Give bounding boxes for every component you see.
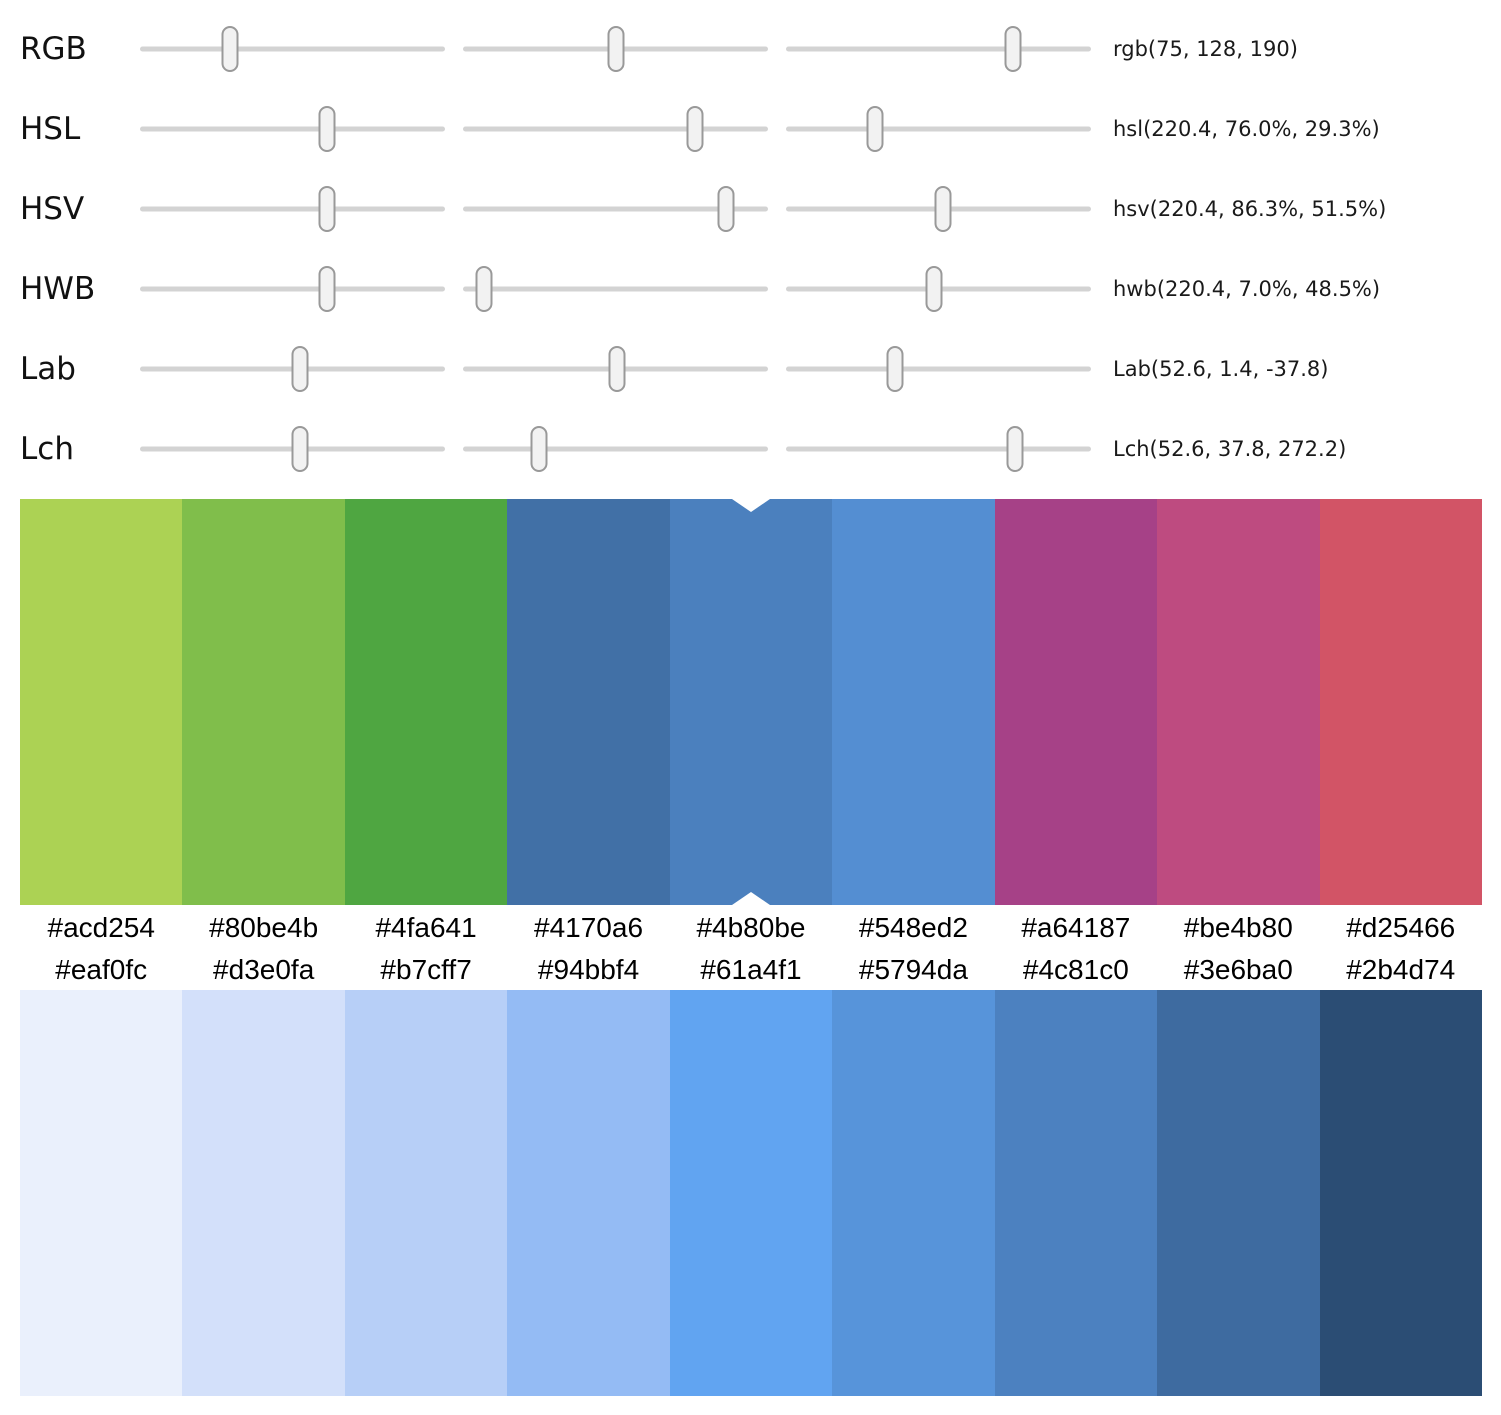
slider-track-hsl-0[interactable] xyxy=(140,126,445,132)
diverging-scale-hex-label-8: #d25466 xyxy=(1346,911,1456,943)
sequential-blue-scale-hex-label-0: #eaf0fc xyxy=(55,954,148,985)
color-value-readout-hsv: hsv(220.4, 86.3%, 51.5%) xyxy=(1113,197,1387,221)
diverging-scale-hex-label-4: #4b80be xyxy=(696,911,806,943)
sequential-blue-scale-hex-label-2: #b7cff7 xyxy=(380,954,472,985)
slider-track-hsv-1[interactable] xyxy=(463,206,768,212)
diverging-scale-swatch-5[interactable] xyxy=(832,499,995,905)
diverging-scale-swatch-8[interactable] xyxy=(1319,499,1482,905)
diverging-scale-hex-label-5: #548ed2 xyxy=(858,911,968,943)
color-value-readout-lch: Lch(52.6, 37.8, 272.2) xyxy=(1113,437,1347,461)
diverging-scale-swatch-3[interactable] xyxy=(507,499,670,905)
diverging-hex-labels: #acd254 #80be4b #4fa641 #4170a6 #4b80be #548e… xyxy=(20,905,1482,950)
slider-handle-lab-0[interactable] xyxy=(291,346,309,392)
slider-row-hwb: HWB hwb(220.4, 7.0%, 48.5%) xyxy=(20,249,1501,329)
color-value-readout-rgb: rgb(75, 128, 190) xyxy=(1113,37,1298,61)
slider-handle-lab-1[interactable] xyxy=(608,346,626,392)
diverging-scale-hex-label-7: #be4b80 xyxy=(1183,911,1293,943)
diverging-scale-swatch-4[interactable] xyxy=(669,499,833,905)
diverging-scale-hex-label-0: #acd254 xyxy=(47,911,155,943)
sequential-blue-scale-hex-label-8: #2b4d74 xyxy=(1346,954,1456,985)
slider-handle-rgb-1[interactable] xyxy=(607,26,625,72)
slider-row-rgb: RGB rgb(75, 128, 190) xyxy=(20,9,1501,89)
colorspace-label-hsl: HSL xyxy=(20,111,81,147)
slider-handle-hsl-0[interactable] xyxy=(318,106,336,152)
sequential-blue-scale-swatch-6[interactable] xyxy=(994,990,1158,1396)
slider-track-lch-2[interactable] xyxy=(786,446,1091,452)
sequential-blue-scale-swatch-8[interactable] xyxy=(1319,990,1482,1396)
sequential-blue-scale-swatch-2[interactable] xyxy=(344,990,508,1396)
slider-track-hsv-0[interactable] xyxy=(140,206,445,212)
diverging-scale-swatch-1[interactable] xyxy=(182,499,345,905)
diverging-scale-swatch-6[interactable] xyxy=(994,499,1158,905)
slider-handle-hwb-2[interactable] xyxy=(925,266,943,312)
sequential-hex-labels: #eaf0fc #d3e0fa #b7cff7 #94bbf4 #61a4f1 #5794… xyxy=(20,950,1482,990)
slider-handle-lch-0[interactable] xyxy=(291,426,309,472)
slider-track-hwb-0[interactable] xyxy=(140,286,445,292)
colorspace-label-hsv: HSV xyxy=(20,191,85,227)
slider-track-rgb-0[interactable] xyxy=(140,46,445,52)
diverging-scale-swatch-7[interactable] xyxy=(1157,499,1320,905)
diverging-scale-hex-label-6: #a64187 xyxy=(1021,911,1131,943)
sequential-blue-scale-swatch-1[interactable] xyxy=(182,990,345,1396)
diverging-scale-swatch-2[interactable] xyxy=(344,499,508,905)
diverging-palette xyxy=(20,499,1482,905)
slider-handle-hwb-0[interactable] xyxy=(318,266,336,312)
diverging-scale-hex-label-3: #4170a6 xyxy=(534,911,644,943)
slider-track-hsl-1[interactable] xyxy=(463,126,768,132)
slider-handle-lch-2[interactable] xyxy=(1006,426,1024,472)
sequential-blue-scale-hex-label-4: #61a4f1 xyxy=(700,954,802,985)
sequential-blue-scale-hex-label-5: #5794da xyxy=(858,954,968,985)
sequential-blue-scale-swatch-4[interactable] xyxy=(669,990,833,1396)
sequential-blue-scale-swatch-5[interactable] xyxy=(832,990,995,1396)
slider-row-lch: Lch Lch(52.6, 37.8, 272.2) xyxy=(20,409,1501,489)
slider-handle-hsv-0[interactable] xyxy=(318,186,336,232)
sequential-blue-scale-swatch-0[interactable] xyxy=(20,990,183,1396)
slider-row-hsl: HSL hsl(220.4, 76.0%, 29.3%) xyxy=(20,89,1501,169)
slider-handle-rgb-2[interactable] xyxy=(1004,26,1022,72)
diverging-scale-hex-label-1: #80be4b xyxy=(209,911,319,943)
sequential-blue-scale-swatch-7[interactable] xyxy=(1157,990,1320,1396)
selection-notch-bottom-icon xyxy=(732,892,770,905)
color-value-readout-lab: Lab(52.6, 1.4, -37.8) xyxy=(1113,357,1329,381)
colorspace-label-lch: Lch xyxy=(20,431,74,467)
slider-handle-hwb-1[interactable] xyxy=(475,266,493,312)
color-value-readout-hwb: hwb(220.4, 7.0%, 48.5%) xyxy=(1113,277,1381,301)
sequential-blue-scale-hex-label-3: #94bbf4 xyxy=(537,954,640,985)
slider-handle-hsl-1[interactable] xyxy=(686,106,704,152)
color-value-readout-hsl: hsl(220.4, 76.0%, 29.3%) xyxy=(1113,117,1380,141)
colorspace-label-rgb: RGB xyxy=(20,31,87,67)
diverging-scale-swatch-0[interactable] xyxy=(20,499,183,905)
sequential-blue-scale-hex-label-1: #d3e0fa xyxy=(213,954,315,985)
colorspace-label-hwb: HWB xyxy=(20,271,96,307)
sequential-blue-scale-hex-label-7: #3e6ba0 xyxy=(1183,954,1293,985)
sequential-blue-scale-swatch-3[interactable] xyxy=(507,990,670,1396)
slider-handle-lab-2[interactable] xyxy=(886,346,904,392)
slider-track-lch-1[interactable] xyxy=(463,446,768,452)
slider-handle-lch-1[interactable] xyxy=(530,426,548,472)
selection-notch-top-icon xyxy=(732,499,770,512)
slider-row-hsv: HSV hsv(220.4, 86.3%, 51.5%) xyxy=(20,169,1501,249)
slider-track-lab-2[interactable] xyxy=(786,366,1091,372)
sequential-blue-scale-hex-label-6: #4c81c0 xyxy=(1022,954,1129,985)
slider-handle-rgb-0[interactable] xyxy=(221,26,239,72)
slider-row-lab: Lab Lab(52.6, 1.4, -37.8) xyxy=(20,329,1501,409)
slider-handle-hsv-1[interactable] xyxy=(717,186,735,232)
slider-track-hwb-1[interactable] xyxy=(463,286,768,292)
slider-panel: RGB rgb(75, 128, 190) HSL hsl(220.4, xyxy=(0,0,1501,489)
slider-track-rgb-2[interactable] xyxy=(786,46,1091,52)
sequential-palette xyxy=(20,990,1482,1396)
colorspace-label-lab: Lab xyxy=(20,351,76,387)
slider-track-hsl-2[interactable] xyxy=(786,126,1091,132)
diverging-scale-hex-label-2: #4fa641 xyxy=(375,911,477,943)
slider-handle-hsv-2[interactable] xyxy=(934,186,952,232)
slider-handle-hsl-2[interactable] xyxy=(866,106,884,152)
